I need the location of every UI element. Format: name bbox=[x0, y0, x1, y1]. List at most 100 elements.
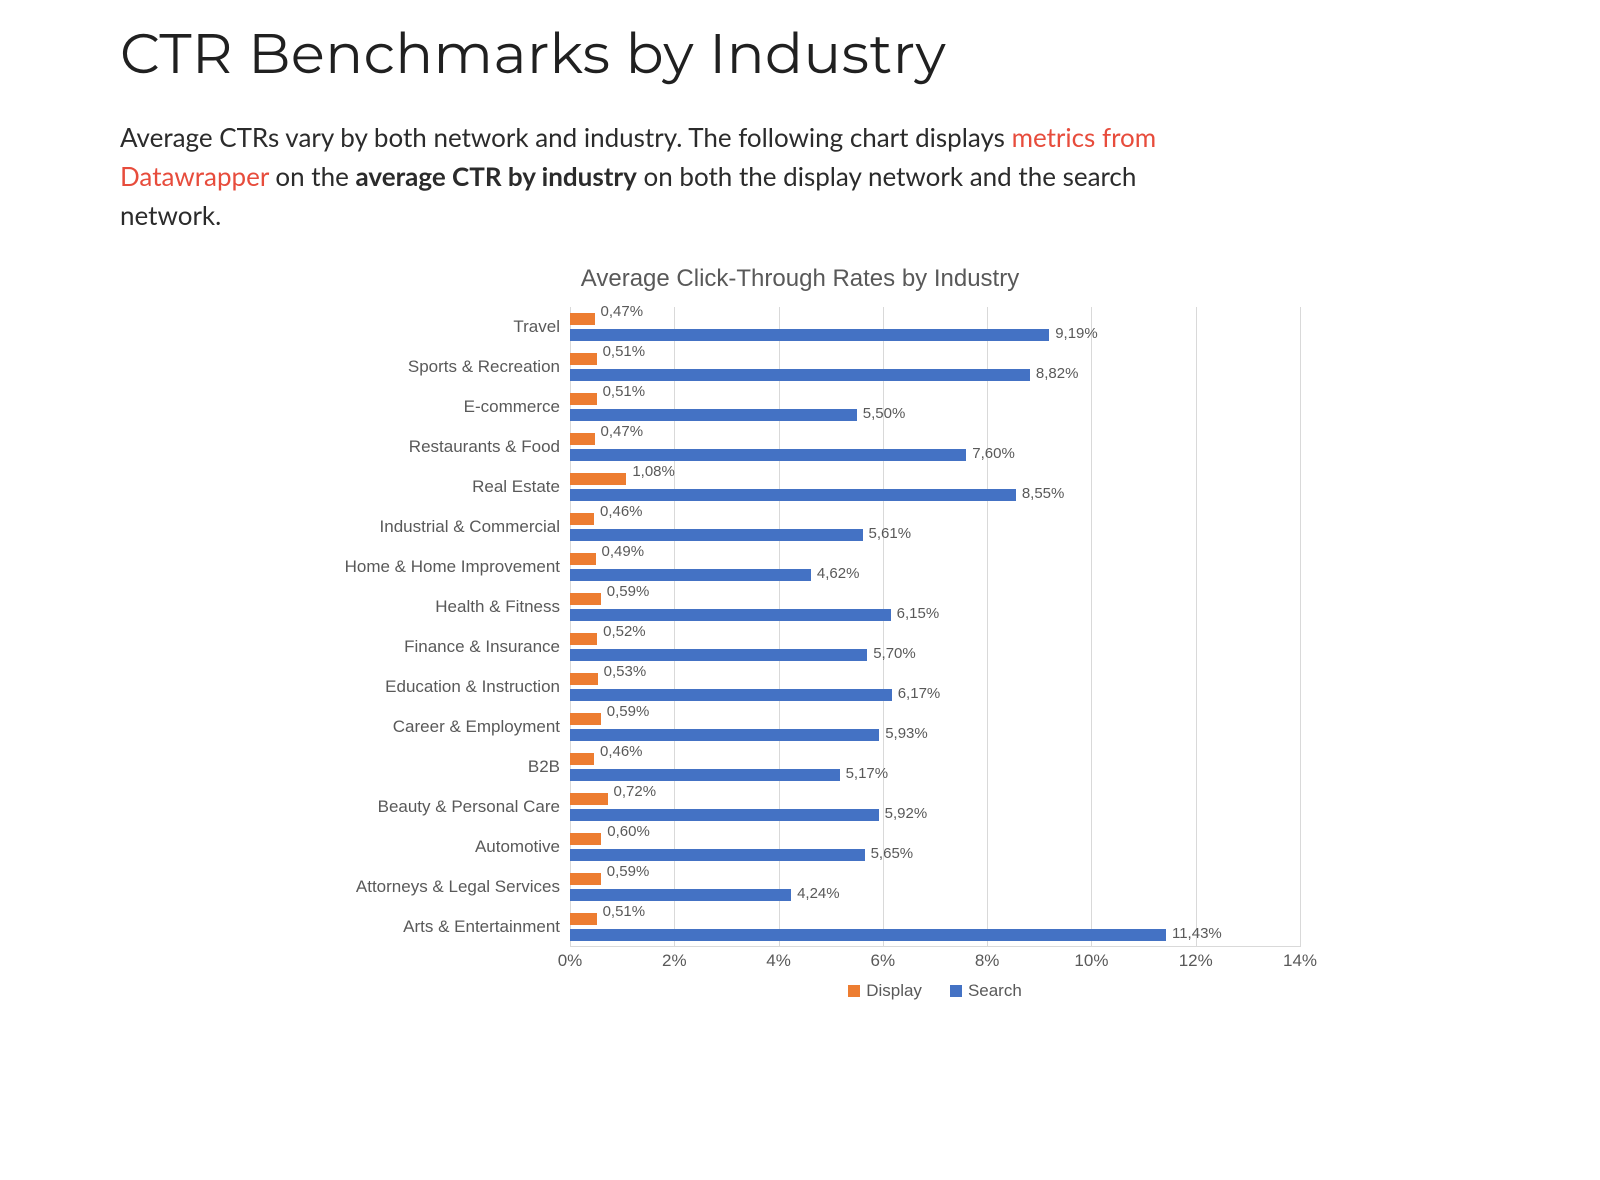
x-tick-label: 2% bbox=[662, 951, 687, 971]
category-label: Restaurants & Food bbox=[300, 427, 570, 467]
display-value-label: 0,51% bbox=[603, 343, 646, 360]
search-value-label: 5,93% bbox=[885, 725, 928, 742]
display-bar bbox=[570, 433, 595, 445]
chart-row: 0,51%5,50% bbox=[570, 387, 1300, 427]
display-value-label: 1,08% bbox=[632, 463, 675, 480]
display-bar bbox=[570, 473, 626, 485]
category-label: Home & Home Improvement bbox=[300, 547, 570, 587]
display-value-label: 0,47% bbox=[601, 303, 644, 320]
category-label: Travel bbox=[300, 307, 570, 347]
x-tick-label: 14% bbox=[1283, 951, 1317, 971]
display-value-label: 0,49% bbox=[602, 543, 645, 560]
search-value-label: 5,70% bbox=[873, 645, 916, 662]
display-value-label: 0,59% bbox=[607, 863, 650, 880]
chart-row: 1,08%8,55% bbox=[570, 467, 1300, 507]
legend-label-display: Display bbox=[866, 981, 922, 1001]
chart-row: 0,49%4,62% bbox=[570, 547, 1300, 587]
display-bar bbox=[570, 793, 608, 805]
page-title: CTR Benchmarks by Industry bbox=[120, 20, 1480, 88]
search-value-label: 6,17% bbox=[898, 685, 941, 702]
search-bar bbox=[570, 929, 1166, 941]
chart-row: 0,59%6,15% bbox=[570, 587, 1300, 627]
grid-line bbox=[1300, 307, 1301, 947]
search-value-label: 5,17% bbox=[846, 765, 889, 782]
display-value-label: 0,59% bbox=[607, 583, 650, 600]
legend-swatch-display bbox=[848, 985, 860, 997]
search-value-label: 5,50% bbox=[863, 405, 906, 422]
display-value-label: 0,53% bbox=[604, 663, 647, 680]
intro-text-bold: average CTR by industry bbox=[356, 160, 637, 192]
search-bar bbox=[570, 889, 791, 901]
display-value-label: 0,51% bbox=[603, 903, 646, 920]
chart-row: 0,60%5,65% bbox=[570, 827, 1300, 867]
x-tick-label: 10% bbox=[1074, 951, 1108, 971]
search-bar bbox=[570, 569, 811, 581]
display-bar bbox=[570, 393, 597, 405]
search-value-label: 7,60% bbox=[972, 445, 1015, 462]
chart-body: TravelSports & RecreationE-commerceResta… bbox=[300, 307, 1300, 1002]
search-value-label: 8,55% bbox=[1022, 485, 1065, 502]
category-label: Finance & Insurance bbox=[300, 627, 570, 667]
display-bar bbox=[570, 713, 601, 725]
plot-area: 0,47%9,19%0,51%8,82%0,51%5,50%0,47%7,60%… bbox=[570, 307, 1300, 947]
x-tick-label: 4% bbox=[766, 951, 791, 971]
display-bar bbox=[570, 833, 601, 845]
intro-paragraph: Average CTRs vary by both network and in… bbox=[120, 118, 1220, 235]
ctr-chart: Average Click-Through Rates by Industry … bbox=[300, 265, 1300, 1002]
chart-row: 0,51%8,82% bbox=[570, 347, 1300, 387]
search-value-label: 6,15% bbox=[897, 605, 940, 622]
search-bar bbox=[570, 369, 1030, 381]
x-tick-label: 0% bbox=[558, 951, 583, 971]
plot-column: 0,47%9,19%0,51%8,82%0,51%5,50%0,47%7,60%… bbox=[570, 307, 1300, 1002]
display-bar bbox=[570, 753, 594, 765]
chart-row: 0,46%5,17% bbox=[570, 747, 1300, 787]
category-label: Arts & Entertainment bbox=[300, 907, 570, 947]
legend-item-search: Search bbox=[950, 981, 1022, 1001]
category-label: Real Estate bbox=[300, 467, 570, 507]
intro-text-mid: on the bbox=[275, 160, 355, 192]
search-value-label: 8,82% bbox=[1036, 365, 1079, 382]
search-bar bbox=[570, 809, 879, 821]
display-value-label: 0,46% bbox=[600, 503, 643, 520]
page-root: CTR Benchmarks by Industry Average CTRs … bbox=[0, 0, 1600, 1180]
search-value-label: 9,19% bbox=[1055, 325, 1098, 342]
chart-row: 0,47%9,19% bbox=[570, 307, 1300, 347]
chart-row: 0,59%4,24% bbox=[570, 867, 1300, 907]
category-label: Industrial & Commercial bbox=[300, 507, 570, 547]
display-value-label: 0,51% bbox=[603, 383, 646, 400]
chart-row: 0,53%6,17% bbox=[570, 667, 1300, 707]
display-value-label: 0,72% bbox=[614, 783, 657, 800]
chart-row: 0,59%5,93% bbox=[570, 707, 1300, 747]
x-tick-label: 8% bbox=[975, 951, 1000, 971]
display-value-label: 0,59% bbox=[607, 703, 650, 720]
category-label: Beauty & Personal Care bbox=[300, 787, 570, 827]
category-label: Career & Employment bbox=[300, 707, 570, 747]
search-bar bbox=[570, 729, 879, 741]
category-label: Automotive bbox=[300, 827, 570, 867]
search-value-label: 11,43% bbox=[1172, 925, 1222, 942]
search-bar bbox=[570, 609, 891, 621]
search-bar bbox=[570, 649, 867, 661]
search-value-label: 5,65% bbox=[871, 845, 914, 862]
legend-label-search: Search bbox=[968, 981, 1022, 1001]
chart-row: 0,46%5,61% bbox=[570, 507, 1300, 547]
search-bar bbox=[570, 449, 966, 461]
category-label: Sports & Recreation bbox=[300, 347, 570, 387]
x-axis-line bbox=[570, 946, 1300, 947]
display-bar bbox=[570, 913, 597, 925]
chart-row: 0,51%11,43% bbox=[570, 907, 1300, 947]
display-bar bbox=[570, 593, 601, 605]
category-axis-labels: TravelSports & RecreationE-commerceResta… bbox=[300, 307, 570, 1002]
search-value-label: 4,62% bbox=[817, 565, 860, 582]
search-bar bbox=[570, 689, 892, 701]
search-bar bbox=[570, 489, 1016, 501]
intro-text-pre: Average CTRs vary by both network and in… bbox=[120, 121, 1012, 153]
display-bar bbox=[570, 553, 596, 565]
search-value-label: 4,24% bbox=[797, 885, 840, 902]
search-bar bbox=[570, 329, 1049, 341]
search-bar bbox=[570, 849, 865, 861]
display-value-label: 0,52% bbox=[603, 623, 646, 640]
search-bar bbox=[570, 409, 857, 421]
search-value-label: 5,61% bbox=[869, 525, 912, 542]
chart-row: 0,72%5,92% bbox=[570, 787, 1300, 827]
